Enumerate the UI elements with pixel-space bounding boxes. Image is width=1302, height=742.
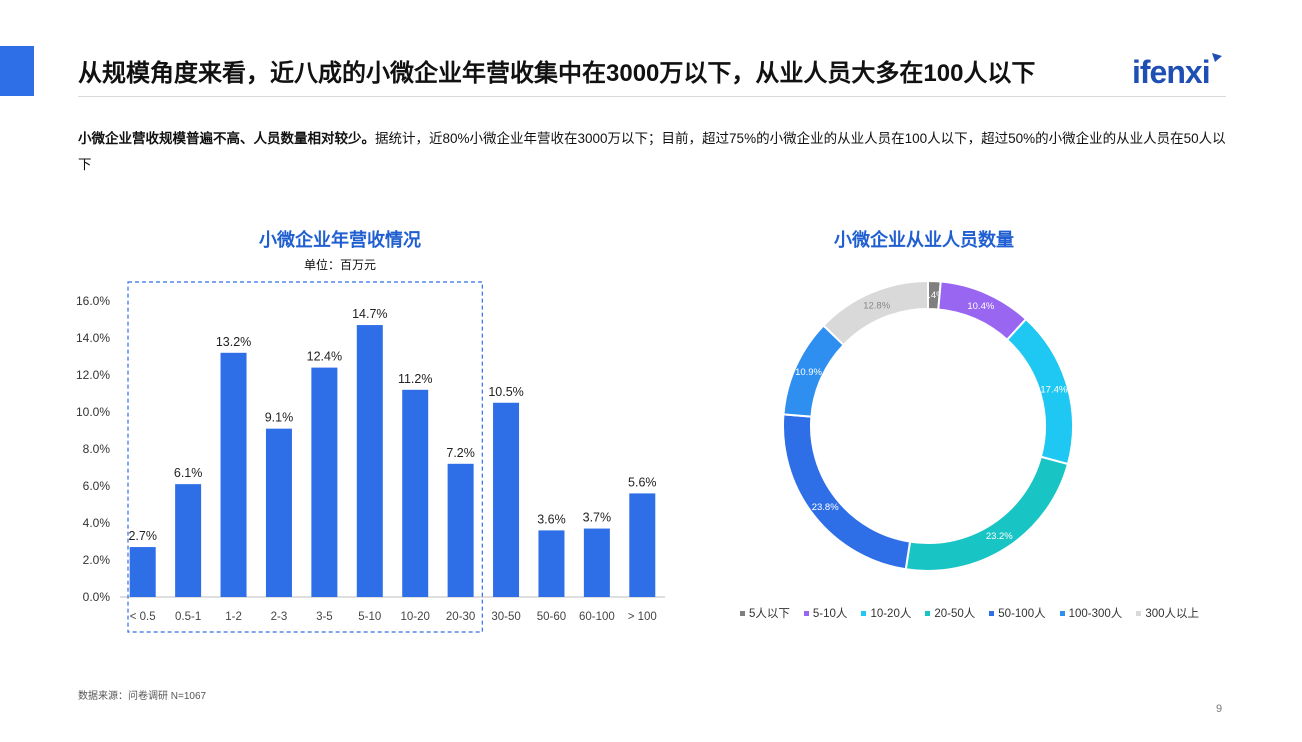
bar bbox=[402, 389, 429, 597]
legend-swatch bbox=[861, 610, 867, 616]
x-tick-label: 0.5-1 bbox=[175, 611, 201, 623]
bar-value-label: 9.1% bbox=[265, 411, 294, 425]
x-tick-label: < 0.5 bbox=[130, 611, 156, 623]
y-tick-label: 2.0% bbox=[83, 553, 111, 567]
revenue-bar-chart: 0.0% 2.0% 4.0% 6.0% 8.0% 10.0% 12.0% 14.0% 16.0%… bbox=[76, 281, 665, 633]
bar bbox=[447, 463, 474, 597]
bar-value-label: 5.6% bbox=[628, 475, 657, 489]
y-tick-label: 6.0% bbox=[83, 479, 111, 493]
page-title: 从规模角度来看，近八成的小微企业年营收集中在3000万以下，从业人员大多在100… bbox=[78, 60, 1036, 87]
legend-swatch bbox=[1059, 610, 1065, 616]
legend-item: 5人以下 bbox=[740, 605, 790, 621]
bar bbox=[265, 428, 292, 597]
x-tick-label: 50-60 bbox=[537, 611, 566, 623]
y-tick-label: 12.0% bbox=[76, 368, 110, 382]
bar-value-label: 10.5% bbox=[488, 385, 523, 399]
logo-arrow-icon bbox=[1212, 53, 1222, 62]
legend-label: 300人以上 bbox=[1145, 608, 1199, 620]
slice-value-label: 23.2% bbox=[986, 531, 1013, 542]
legend-label: 100-300人 bbox=[1068, 608, 1123, 620]
slice-value-label: 10.9% bbox=[795, 367, 822, 378]
employee-donut-chart: 1.4% 10.4% 17.4% 23.2% 23.8% 10.9% 12.8% bbox=[782, 279, 1074, 572]
slice-value-label: 23.8% bbox=[812, 502, 839, 513]
x-tick-label: 60-100 bbox=[579, 611, 615, 623]
x-tick-label: 3-5 bbox=[316, 611, 333, 623]
legend-item: 20-50人 bbox=[925, 605, 975, 621]
legend-label: 5-10人 bbox=[812, 608, 848, 620]
slice-value-label: 1.4% bbox=[923, 290, 945, 301]
legend-label: 5人以下 bbox=[749, 608, 790, 620]
bar bbox=[220, 352, 247, 597]
legend-item: 300人以上 bbox=[1136, 605, 1199, 621]
bar bbox=[583, 528, 610, 597]
bar-chart-unit: 单位：百万元 bbox=[303, 258, 376, 272]
legend-label: 10-20人 bbox=[870, 608, 912, 620]
bar-value-label: 14.7% bbox=[352, 307, 387, 321]
x-tick-label: 1-2 bbox=[225, 611, 242, 623]
bar-chart-title: 小微企业年营收情况 bbox=[259, 230, 421, 250]
bar-value-label: 3.6% bbox=[537, 512, 566, 526]
legend-swatch bbox=[1136, 610, 1142, 616]
highlight-box bbox=[127, 281, 483, 633]
bar-value-label: 3.7% bbox=[583, 511, 612, 525]
legend-swatch bbox=[740, 610, 745, 616]
x-tick-label: 20-30 bbox=[446, 611, 475, 623]
legend-label: 20-50人 bbox=[934, 608, 976, 620]
legend-swatch bbox=[989, 610, 995, 616]
donut-legend: 5人以下 5-10人 10-20人 20-50人 50-100人 100-300人 300人… bbox=[740, 605, 1199, 621]
bar-value-label: 6.1% bbox=[174, 466, 203, 480]
summary-rest: 据统计，近80%小微企业年营收在3000万以下；目前，超过75%的小微企业的从业… bbox=[78, 131, 1226, 172]
bar bbox=[311, 367, 338, 597]
legend-swatch bbox=[803, 610, 809, 616]
donut-slice bbox=[822, 279, 929, 347]
bar bbox=[538, 530, 565, 597]
y-tick-label: 14.0% bbox=[76, 331, 110, 345]
slice-value-label: 12.8% bbox=[863, 300, 890, 311]
data-source: 数据来源：问卷调研 N=1067 bbox=[78, 691, 207, 702]
y-tick-label: 4.0% bbox=[83, 516, 111, 530]
bar-value-label: 11.2% bbox=[398, 372, 433, 386]
bar bbox=[356, 325, 383, 597]
bar bbox=[629, 493, 656, 597]
bar-value-label: 13.2% bbox=[216, 335, 251, 349]
ifenxi-logo: ifenxi bbox=[1132, 52, 1232, 92]
bar bbox=[493, 402, 520, 597]
summary-bold: 小微企业营收规模普遍不高、人员数量相对较少。 bbox=[78, 131, 375, 146]
logo-text: ifenxi bbox=[1132, 54, 1211, 90]
page-number: 9 bbox=[1216, 703, 1223, 715]
bar-value-label: 7.2% bbox=[446, 446, 475, 460]
header-divider bbox=[78, 96, 1226, 97]
bar bbox=[175, 484, 202, 597]
y-tick-label: 0.0% bbox=[83, 590, 111, 604]
y-tick-label: 8.0% bbox=[83, 442, 111, 456]
summary-text: 小微企业营收规模普遍不高、人员数量相对较少。据统计，近80%小微企业年营收在30… bbox=[78, 126, 1228, 178]
x-tick-label: > 100 bbox=[628, 611, 657, 623]
legend-item: 100-300人 bbox=[1059, 605, 1123, 621]
bar-value-label: 2.7% bbox=[128, 529, 157, 543]
accent-bar bbox=[0, 46, 34, 96]
slice-value-label: 17.4% bbox=[1040, 385, 1067, 396]
x-tick-label: 2-3 bbox=[271, 611, 288, 623]
x-tick-label: 10-20 bbox=[400, 611, 429, 623]
x-tick-label: 5-10 bbox=[358, 611, 381, 623]
donut-slice bbox=[782, 413, 912, 571]
legend-label: 50-100人 bbox=[998, 608, 1046, 620]
bar-value-label: 12.4% bbox=[307, 350, 342, 364]
x-tick-label: 30-50 bbox=[491, 611, 520, 623]
donut-slice bbox=[904, 455, 1070, 572]
legend-item: 50-100人 bbox=[989, 605, 1046, 621]
donut-chart-title: 小微企业从业人员数量 bbox=[834, 230, 1014, 250]
legend-swatch bbox=[925, 610, 931, 616]
legend-item: 10-20人 bbox=[861, 605, 911, 621]
y-tick-label: 16.0% bbox=[76, 294, 110, 308]
y-tick-label: 10.0% bbox=[76, 405, 110, 419]
legend-item: 5-10人 bbox=[803, 605, 848, 621]
bar bbox=[129, 547, 156, 597]
slice-value-label: 10.4% bbox=[967, 301, 994, 312]
